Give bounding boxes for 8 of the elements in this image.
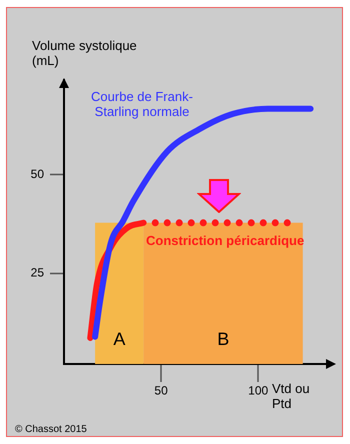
x-tick-label: 100 — [248, 384, 268, 398]
band-label: B — [217, 328, 230, 349]
y-tick-label: 25 — [30, 266, 44, 280]
band-label: A — [113, 328, 126, 349]
x-axis-title: Vtd ou Ptd — [272, 381, 311, 411]
text: © Chassot 2015 — [15, 424, 87, 436]
y-axis-title: Volume systolique (mL) — [32, 38, 138, 68]
series-label: Courbe de Frank-Starling normale — [90, 89, 194, 119]
